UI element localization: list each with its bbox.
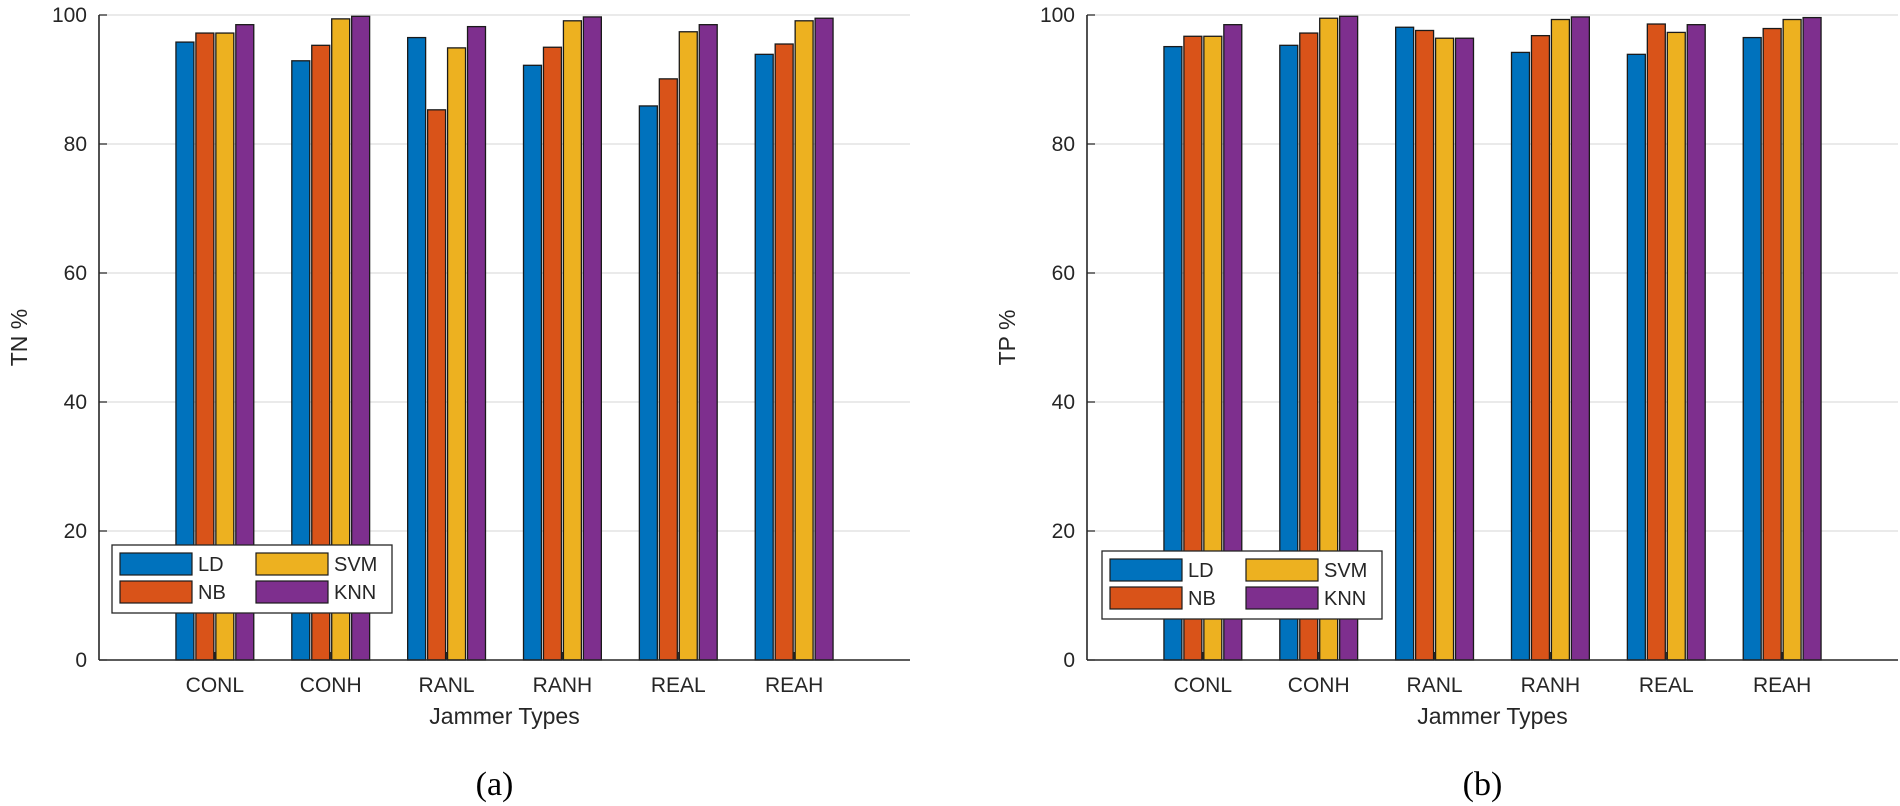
- legend-swatch-nb: [119, 580, 193, 604]
- x-axis-label: Jammer Types: [429, 703, 579, 729]
- bar-ld-real: [1626, 53, 1646, 661]
- y-tick-label: 100: [52, 4, 87, 27]
- legend-label-ld: LD: [1188, 560, 1214, 582]
- x-tick-label: REAL: [1639, 674, 1694, 697]
- bar-nb-real: [1646, 23, 1666, 661]
- bar-knn-reah: [814, 17, 834, 661]
- figure-caption: (b): [1463, 766, 1503, 803]
- x-tick-label: RANH: [1521, 674, 1581, 697]
- legend-label-svm: SVM: [334, 554, 377, 576]
- chart-a: 0 20 40 60 80 100 CONL CONH RANL RANH REAL REAH Jamm…: [6, 4, 910, 803]
- y-tick-label: 0: [75, 649, 87, 672]
- x-tick-label: REAL: [651, 674, 706, 697]
- legend-label-ld: LD: [198, 554, 224, 576]
- bar-svm-real: [1666, 31, 1686, 661]
- bar-ld-ranh: [1510, 51, 1531, 661]
- bar-nb-ranh: [1530, 34, 1551, 661]
- bar-knn-real: [1686, 24, 1706, 661]
- x-tick-label: CONH: [1288, 674, 1350, 697]
- legend-label-nb: NB: [198, 582, 226, 604]
- bar-ld-ranh: [522, 64, 543, 661]
- legend-swatch-nb: [1109, 586, 1183, 610]
- y-tick-label: 20: [64, 520, 87, 543]
- legend-swatch-ld: [1109, 558, 1183, 582]
- x-tick-label: REAH: [1753, 674, 1811, 697]
- legend-label-knn: KNN: [1324, 588, 1366, 610]
- legend: LD NB SVM KNN: [111, 544, 393, 614]
- y-tick-label: 20: [1052, 520, 1075, 543]
- y-tick-label: 0: [1063, 649, 1075, 672]
- bar-svm-ranl: [1434, 37, 1455, 661]
- bar-knn-ranh: [1570, 16, 1591, 661]
- bar-nb-ranh: [542, 46, 563, 661]
- x-tick-label: CONH: [300, 674, 362, 697]
- bar-svm-real: [678, 31, 698, 661]
- bar-ld-reah: [1742, 36, 1762, 661]
- x-tick-label: RANH: [533, 674, 593, 697]
- bar-ld-reah: [754, 53, 774, 661]
- bar-knn-real: [698, 24, 718, 661]
- bar-svm-ranh: [562, 20, 583, 661]
- x-tick-label: RANL: [419, 674, 475, 697]
- x-tick-label: CONL: [186, 674, 244, 697]
- y-tick-label: 60: [64, 262, 87, 285]
- legend-label-svm: SVM: [1324, 560, 1367, 582]
- legend-swatch-knn: [255, 580, 329, 604]
- bar-nb-reah: [774, 43, 794, 661]
- y-tick-label: 40: [64, 391, 87, 414]
- legend-swatch-svm: [255, 552, 329, 576]
- bar-knn-reah: [1802, 16, 1822, 661]
- x-axis-label: Jammer Types: [1417, 703, 1567, 729]
- legend-swatch-ld: [119, 552, 193, 576]
- chart-b: 0 20 40 60 80 100 CONL CONH RANL RANH REAL REAH Jamm…: [994, 4, 1898, 803]
- bar-knn-ranl: [466, 25, 487, 661]
- bar-svm-ranl: [446, 47, 467, 661]
- legend-label-knn: KNN: [334, 582, 376, 604]
- bar-nb-ranl: [426, 109, 447, 661]
- y-tick-label: 60: [1052, 262, 1075, 285]
- bar-nb-real: [658, 78, 678, 661]
- y-tick-label: 80: [1052, 133, 1075, 156]
- legend-swatch-knn: [1245, 586, 1319, 610]
- bar-ld-real: [638, 105, 658, 661]
- bar-nb-ranl: [1414, 29, 1435, 661]
- x-tick-label: REAH: [765, 674, 823, 697]
- bar-knn-ranh: [582, 16, 603, 661]
- y-axis-label: TP %: [994, 310, 1020, 366]
- y-tick-label: 40: [1052, 391, 1075, 414]
- y-tick-label: 100: [1040, 4, 1075, 27]
- bar-nb-reah: [1762, 27, 1782, 661]
- legend-swatch-svm: [1245, 558, 1319, 582]
- x-tick-label: RANL: [1407, 674, 1463, 697]
- legend: LD NB SVM KNN: [1101, 550, 1383, 620]
- x-tick-label: CONL: [1174, 674, 1232, 697]
- bar-svm-ranh: [1550, 18, 1571, 661]
- y-tick-label: 80: [64, 133, 87, 156]
- figure-caption: (a): [476, 766, 514, 803]
- bar-svm-reah: [794, 20, 814, 661]
- legend-label-nb: NB: [1188, 588, 1216, 610]
- y-axis-label: TN %: [6, 309, 32, 367]
- bar-knn-ranl: [1454, 37, 1475, 661]
- bar-ld-ranl: [407, 36, 427, 661]
- bar-ld-ranl: [1395, 26, 1415, 661]
- bar-svm-reah: [1782, 18, 1802, 661]
